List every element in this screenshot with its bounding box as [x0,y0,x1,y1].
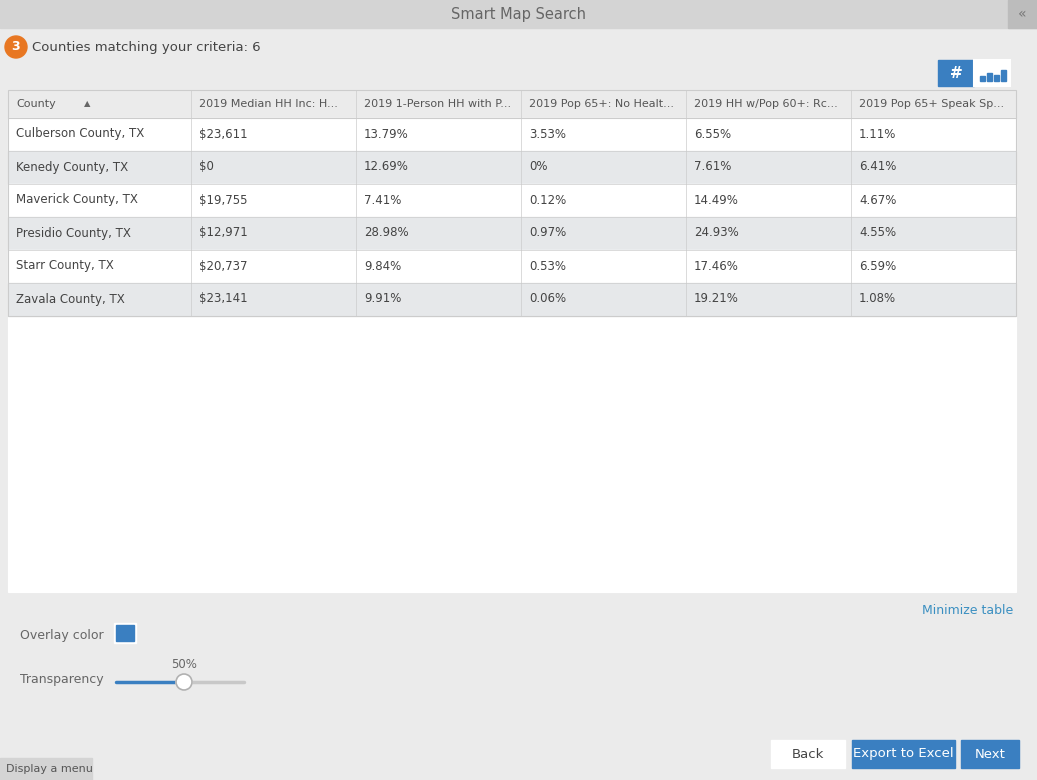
Text: 2019 HH w/Pop 60+: Rc...: 2019 HH w/Pop 60+: Rc... [694,99,838,109]
Text: Back: Back [792,747,824,760]
Text: 12.69%: 12.69% [364,161,409,173]
Text: 2019 Median HH Inc: H...: 2019 Median HH Inc: H... [199,99,338,109]
Text: 28.98%: 28.98% [364,226,409,239]
Circle shape [5,36,27,58]
Text: $12,971: $12,971 [199,226,248,239]
Text: 0.06%: 0.06% [529,292,566,306]
Text: Display a menu: Display a menu [6,764,93,774]
Bar [8,90,1016,316]
Text: 4.67%: 4.67% [859,193,896,207]
Text: 3.53%: 3.53% [529,127,566,140]
Bar [8,151,1016,184]
Bar [8,118,1016,151]
Text: 13.79%: 13.79% [364,127,409,140]
Bar [8,283,1016,316]
Text: 7.41%: 7.41% [364,193,401,207]
Text: 4.55%: 4.55% [859,226,896,239]
Text: 2019 Pop 65+ Speak Sp...: 2019 Pop 65+ Speak Sp... [859,99,1004,109]
Bar [961,740,1019,768]
Text: 0.12%: 0.12% [529,193,566,207]
Text: 17.46%: 17.46% [694,260,739,272]
Text: 9.91%: 9.91% [364,292,401,306]
Text: Next: Next [975,747,1006,760]
Circle shape [176,674,192,690]
Bar [994,75,999,81]
Bar [770,740,845,768]
Text: Culberson County, TX: Culberson County, TX [16,127,144,140]
Bar [8,250,1016,283]
Bar [8,90,1016,118]
Text: 9.84%: 9.84% [364,260,401,272]
Bar [114,623,136,643]
Text: Zavala County, TX: Zavala County, TX [16,292,124,306]
Text: «: « [1017,7,1027,21]
Bar [980,76,985,81]
Text: Export to Excel: Export to Excel [852,747,953,760]
Text: Kenedy County, TX: Kenedy County, TX [16,161,129,173]
Text: Minimize table: Minimize table [922,604,1013,616]
Text: County: County [16,99,56,109]
Text: 7.61%: 7.61% [694,161,731,173]
Text: 3: 3 [11,41,21,54]
Bar [116,625,134,641]
Text: 6.59%: 6.59% [859,260,896,272]
Bar [0,0,1037,28]
Text: $23,141: $23,141 [199,292,248,306]
Bar [1008,0,1037,28]
Text: 2019 1-Person HH with P...: 2019 1-Person HH with P... [364,99,511,109]
Bar [852,740,955,768]
Text: #: # [950,66,962,80]
Text: 19.21%: 19.21% [694,292,739,306]
Text: ▲: ▲ [84,100,90,108]
Text: 6.41%: 6.41% [859,161,896,173]
Text: 1.08%: 1.08% [859,292,896,306]
Text: 6.55%: 6.55% [694,127,731,140]
Text: 0.97%: 0.97% [529,226,566,239]
Bar [938,60,974,86]
Text: Overlay color: Overlay color [20,629,104,641]
Text: Counties matching your criteria: 6: Counties matching your criteria: 6 [32,41,260,54]
Text: 0%: 0% [529,161,548,173]
Text: $0: $0 [199,161,214,173]
Text: Starr County, TX: Starr County, TX [16,260,114,272]
Bar [8,316,1016,592]
Text: 24.93%: 24.93% [694,226,738,239]
Bar [974,60,1010,86]
Text: $23,611: $23,611 [199,127,248,140]
Text: Transparency: Transparency [20,673,104,686]
Bar [987,73,992,81]
Text: 0.53%: 0.53% [529,260,566,272]
Bar [0,758,92,780]
Text: Maverick County, TX: Maverick County, TX [16,193,138,207]
Bar [8,217,1016,250]
Text: Smart Map Search: Smart Map Search [451,6,586,22]
Text: $20,737: $20,737 [199,260,248,272]
Text: Presidio County, TX: Presidio County, TX [16,226,131,239]
Bar [8,184,1016,217]
Text: 2019 Pop 65+: No Healt...: 2019 Pop 65+: No Healt... [529,99,674,109]
Text: $19,755: $19,755 [199,193,248,207]
Text: 14.49%: 14.49% [694,193,739,207]
Bar [1001,70,1006,81]
Text: 50%: 50% [171,658,197,671]
Text: 1.11%: 1.11% [859,127,896,140]
